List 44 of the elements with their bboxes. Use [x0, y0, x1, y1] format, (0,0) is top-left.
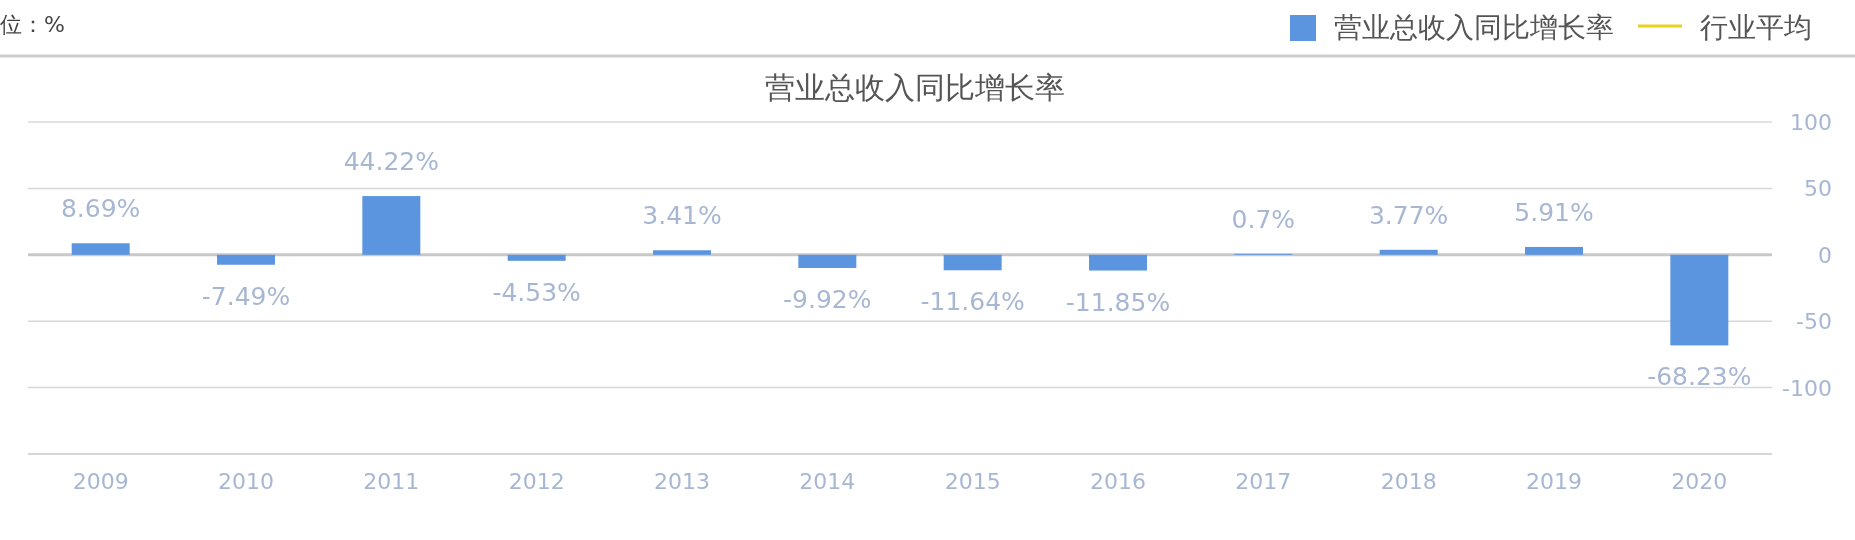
y-tick-label: 50: [1804, 176, 1832, 202]
x-tick-label: 2010: [218, 469, 274, 494]
bar: [653, 250, 711, 255]
y-tick-label: -50: [1796, 309, 1832, 335]
x-tick-label: 2013: [654, 469, 710, 494]
data-label: 44.22%: [343, 147, 439, 177]
data-label: 8.69%: [60, 194, 141, 224]
data-label: -11.64%: [920, 287, 1025, 317]
x-tick-label: 2014: [799, 469, 856, 494]
x-tick-label: 2011: [363, 469, 420, 494]
data-label: 3.77%: [1368, 200, 1449, 230]
bar: [1670, 254, 1729, 346]
x-tick-label: 2015: [944, 469, 1001, 494]
x-tick-label: 2020: [1671, 469, 1728, 494]
bar: [507, 254, 566, 261]
legend-label: 营业总收入同比增长率: [1334, 11, 1614, 44]
bar: [362, 196, 421, 255]
x-tick-label: 2016: [1090, 469, 1146, 494]
data-label: 3.41%: [642, 201, 722, 231]
x-tick-label: 2017: [1235, 469, 1292, 494]
bar: [943, 254, 1002, 271]
data-label: -4.53%: [492, 277, 581, 307]
x-tick-label: 2019: [1526, 469, 1582, 494]
bar: [217, 254, 275, 265]
bar: [71, 243, 130, 255]
text: 位：%: [0, 12, 65, 37]
bar: [1089, 254, 1147, 271]
data-label: -68.23%: [1647, 362, 1752, 392]
y-tick-label: 0: [1818, 242, 1832, 268]
data-label: 0.7%: [1231, 204, 1296, 234]
data-label: -7.49%: [201, 281, 291, 311]
bar: [798, 254, 857, 268]
x-tick-label: 2018: [1380, 469, 1437, 494]
y-tick-label: 100: [1790, 110, 1832, 135]
bar: [1525, 246, 1583, 255]
x-tick-label: 2009: [72, 469, 129, 494]
data-label: -11.85%: [1065, 287, 1171, 317]
data-label: -9.92%: [783, 284, 872, 314]
data-label: 5.91%: [1514, 197, 1594, 227]
chart-title: 营业总收入同比增长率: [765, 70, 1065, 105]
y-tick-label: -100: [1782, 375, 1832, 401]
x-tick-label: 2012: [508, 469, 565, 494]
bar: [1379, 249, 1438, 255]
legend-label: 行业平均: [1700, 11, 1812, 44]
